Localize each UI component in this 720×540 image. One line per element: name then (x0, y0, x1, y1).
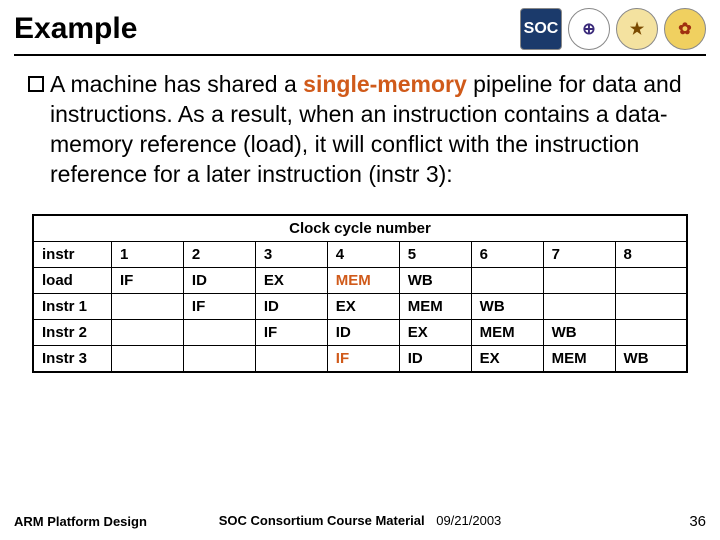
slide-footer: ARM Platform Design SOC Consortium Cours… (0, 513, 720, 530)
pipeline-cell: WB (543, 319, 615, 345)
pipeline-header-row: instr12345678 (33, 241, 687, 267)
slide: Example SOC⊕★✿ A machine has shared a si… (0, 0, 720, 540)
pipeline-caption-row: Clock cycle number (33, 215, 687, 242)
pipeline-cell (471, 267, 543, 293)
footer-center: SOC Consortium Course Material 09/21/200… (219, 513, 502, 528)
pipeline-cell: MEM (471, 319, 543, 345)
bullet-square-icon (28, 76, 44, 92)
slide-body: A machine has shared a single-memory pip… (0, 56, 720, 190)
pipeline-cell: MEM (543, 345, 615, 372)
pipeline-cell: EX (255, 267, 327, 293)
pipeline-cell (615, 267, 687, 293)
pipeline-cell: IF (183, 293, 255, 319)
table-row: Instr 2 IFIDEXMEMWB (33, 319, 687, 345)
pipeline-cell: ID (327, 319, 399, 345)
pipeline-cell: EX (327, 293, 399, 319)
pipeline-cell: IF (327, 345, 399, 372)
footer-center-text: SOC Consortium Course Material (219, 513, 425, 528)
pipeline-cell (255, 345, 327, 372)
row-label: Instr 3 (33, 345, 111, 372)
pipeline-cell: WB (615, 345, 687, 372)
pipeline-cycle-header: 2 (183, 241, 255, 267)
pipeline-cycle-header: 7 (543, 241, 615, 267)
pipeline-cell: WB (399, 267, 471, 293)
pipeline-cell: MEM (399, 293, 471, 319)
pipeline-cell: IF (111, 267, 183, 293)
slide-title: Example (14, 12, 137, 46)
footer-date: 09/21/2003 (436, 513, 501, 528)
title-row: Example SOC⊕★✿ (0, 0, 720, 50)
pipeline-cell (543, 267, 615, 293)
pipeline-cell (111, 319, 183, 345)
pipeline-col0-header: instr (33, 241, 111, 267)
table-row: Instr 1 IFIDEXMEMWB (33, 293, 687, 319)
pipeline-tbody: Clock cycle number instr12345678loadIFID… (33, 215, 687, 372)
pipeline-cycle-header: 8 (615, 241, 687, 267)
pipeline-cell: MEM (327, 267, 399, 293)
logo-icon: ★ (616, 8, 658, 50)
logo-strip: SOC⊕★✿ (520, 8, 706, 50)
bullet-pre: A machine has shared a (50, 71, 303, 97)
row-label: Instr 1 (33, 293, 111, 319)
row-label: Instr 2 (33, 319, 111, 345)
table-row: Instr 3 IFIDEXMEMWB (33, 345, 687, 372)
logo-icon: SOC (520, 8, 562, 50)
pipeline-table-wrap: Clock cycle number instr12345678loadIFID… (32, 214, 688, 373)
pipeline-cell: ID (183, 267, 255, 293)
pipeline-cell: IF (255, 319, 327, 345)
footer-left: ARM Platform Design (14, 514, 147, 529)
pipeline-caption: Clock cycle number (33, 215, 687, 242)
pipeline-cell (183, 319, 255, 345)
pipeline-cycle-header: 4 (327, 241, 399, 267)
footer-page-number: 36 (689, 513, 706, 530)
bullet-item: A machine has shared a single-memory pip… (28, 70, 692, 190)
pipeline-cell (615, 293, 687, 319)
table-row: loadIFIDEXMEMWB (33, 267, 687, 293)
pipeline-cell: WB (471, 293, 543, 319)
bullet-text: A machine has shared a single-memory pip… (50, 70, 692, 190)
pipeline-cycle-header: 3 (255, 241, 327, 267)
logo-icon: ⊕ (568, 8, 610, 50)
pipeline-cell: ID (399, 345, 471, 372)
bullet-highlight: single-memory (303, 71, 467, 97)
pipeline-cell (543, 293, 615, 319)
logo-icon: ✿ (664, 8, 706, 50)
pipeline-cycle-header: 5 (399, 241, 471, 267)
pipeline-cell: EX (399, 319, 471, 345)
pipeline-cell (111, 293, 183, 319)
pipeline-cell: ID (255, 293, 327, 319)
pipeline-cycle-header: 6 (471, 241, 543, 267)
pipeline-table: Clock cycle number instr12345678loadIFID… (32, 214, 688, 373)
row-label: load (33, 267, 111, 293)
pipeline-cell: EX (471, 345, 543, 372)
pipeline-cell (183, 345, 255, 372)
pipeline-cell (615, 319, 687, 345)
pipeline-cell (111, 345, 183, 372)
pipeline-cycle-header: 1 (111, 241, 183, 267)
